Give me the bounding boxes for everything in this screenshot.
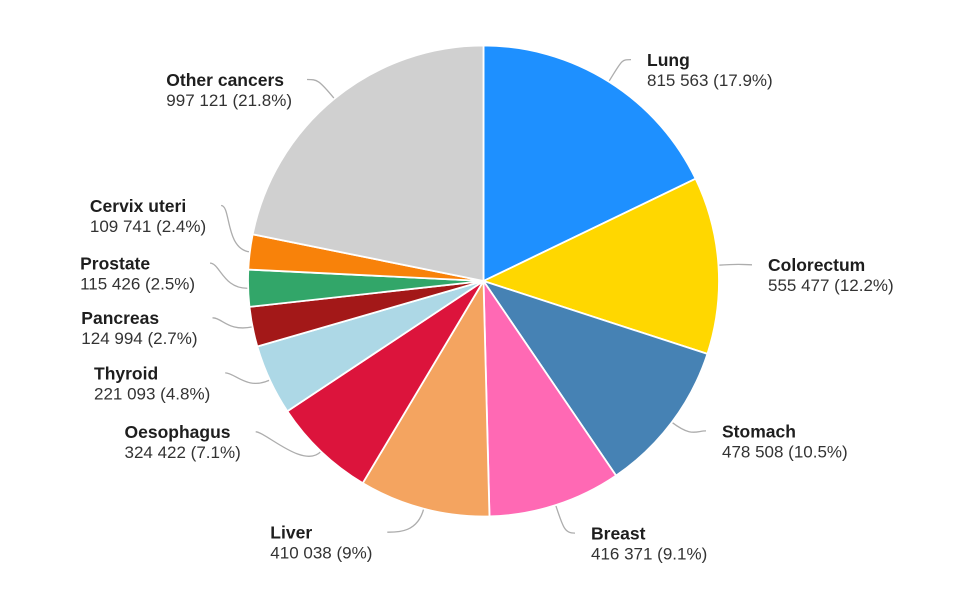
svg-text:115 426 (2.5%): 115 426 (2.5%) — [80, 275, 195, 294]
svg-text:478 508 (10.5%): 478 508 (10.5%) — [722, 442, 848, 461]
svg-text:Other cancers: Other cancers — [166, 70, 284, 90]
svg-text:416 371 (9.1%): 416 371 (9.1%) — [591, 545, 707, 564]
svg-text:324 422 (7.1%): 324 422 (7.1%) — [125, 443, 241, 462]
svg-text:Breast: Breast — [591, 524, 646, 544]
svg-text:815 563 (17.9%): 815 563 (17.9%) — [647, 71, 773, 90]
svg-text:410 038 (9%): 410 038 (9%) — [270, 544, 372, 563]
svg-text:Lung: Lung — [647, 50, 690, 70]
svg-text:997 121 (21.8%): 997 121 (21.8%) — [166, 91, 292, 110]
svg-text:Prostate: Prostate — [80, 254, 150, 274]
svg-text:Stomach: Stomach — [722, 421, 796, 441]
svg-text:Pancreas: Pancreas — [81, 308, 159, 328]
svg-text:Cervix uteri: Cervix uteri — [90, 196, 186, 216]
svg-text:555 477 (12.2%): 555 477 (12.2%) — [768, 276, 894, 295]
svg-text:Oesophagus: Oesophagus — [125, 422, 231, 442]
svg-text:Thyroid: Thyroid — [94, 363, 158, 383]
svg-text:109 741 (2.4%): 109 741 (2.4%) — [90, 217, 206, 236]
svg-text:Colorectum: Colorectum — [768, 255, 865, 275]
svg-text:221 093 (4.8%): 221 093 (4.8%) — [94, 384, 210, 403]
svg-text:Liver: Liver — [270, 523, 312, 543]
svg-text:124 994 (2.7%): 124 994 (2.7%) — [81, 329, 197, 348]
